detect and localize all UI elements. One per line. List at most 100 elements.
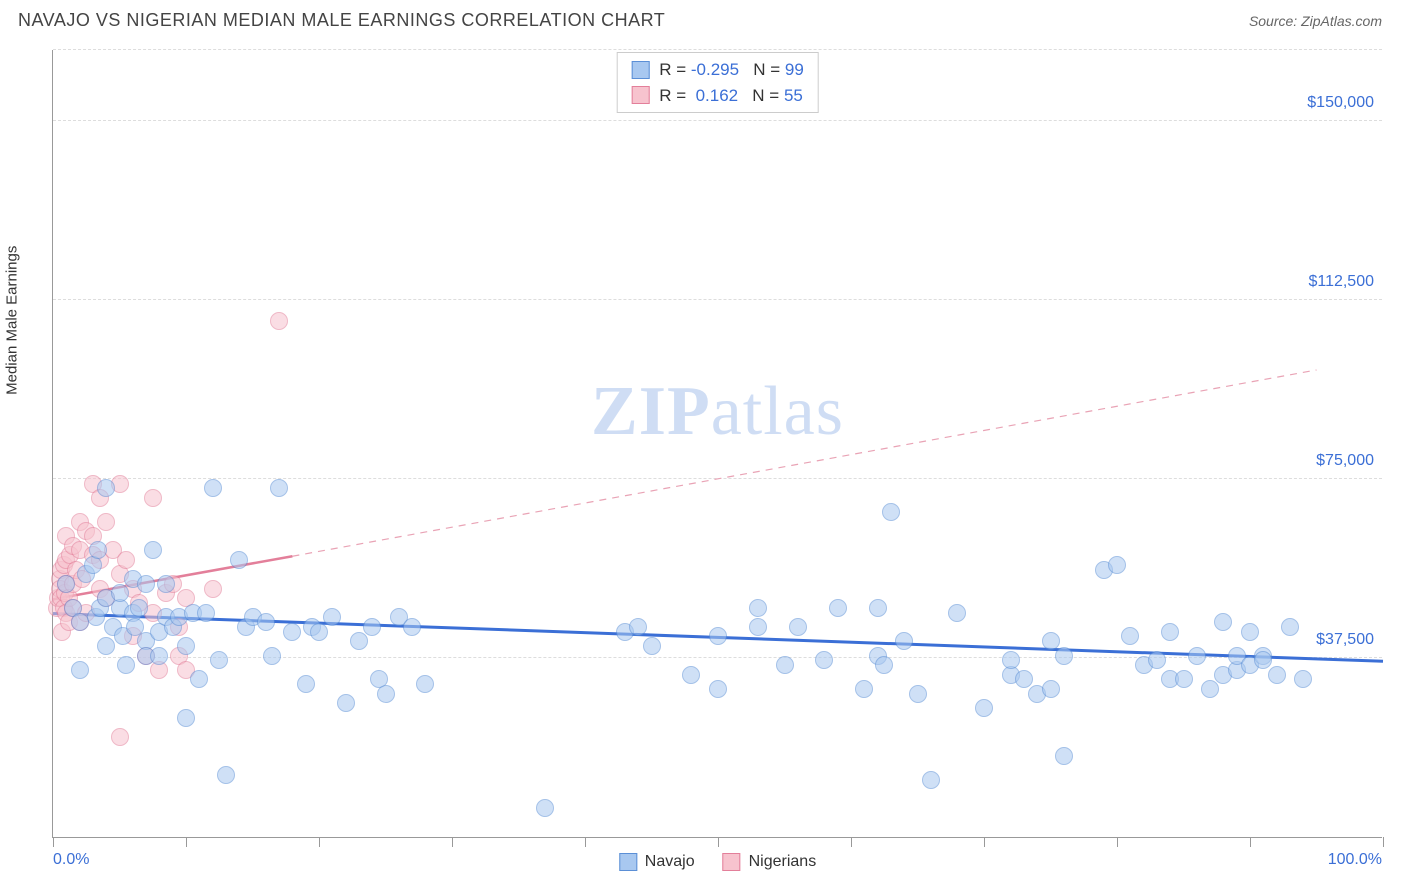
swatch-icon	[631, 86, 649, 104]
x-label-max: 100.0%	[1328, 851, 1382, 869]
data-point	[350, 632, 368, 650]
data-point	[197, 604, 215, 622]
swatch-icon	[619, 853, 637, 871]
data-point	[150, 647, 168, 665]
data-point	[749, 599, 767, 617]
data-point	[230, 551, 248, 569]
legend-item: Navajo	[619, 853, 695, 871]
data-point	[144, 541, 162, 559]
data-point	[57, 575, 75, 593]
data-point	[130, 599, 148, 617]
data-point	[1042, 680, 1060, 698]
data-point	[1268, 666, 1286, 684]
data-point	[1294, 670, 1312, 688]
swatch-icon	[631, 61, 649, 79]
data-point	[895, 632, 913, 650]
chart-title: NAVAJO VS NIGERIAN MEDIAN MALE EARNINGS …	[18, 10, 665, 31]
data-point	[117, 656, 135, 674]
data-point	[111, 728, 129, 746]
data-point	[210, 651, 228, 669]
x-tick	[718, 837, 719, 847]
data-point	[416, 675, 434, 693]
series-legend: Navajo Nigerians	[619, 853, 816, 871]
stats-text: R = 0.162 N = 55	[659, 83, 803, 109]
data-point	[217, 766, 235, 784]
data-point	[776, 656, 794, 674]
data-point	[855, 680, 873, 698]
data-point	[815, 651, 833, 669]
data-point	[1175, 670, 1193, 688]
data-point	[97, 513, 115, 531]
data-point	[263, 647, 281, 665]
x-tick	[1383, 837, 1384, 847]
data-point	[190, 670, 208, 688]
data-point	[882, 503, 900, 521]
x-tick	[452, 837, 453, 847]
chart-container: Median Male Earnings ZIPatlas $37,500$75…	[18, 46, 1388, 876]
data-point	[536, 799, 554, 817]
data-point	[403, 618, 421, 636]
data-point	[270, 312, 288, 330]
data-point	[1281, 618, 1299, 636]
data-point	[1241, 623, 1259, 641]
data-point	[789, 618, 807, 636]
source-label: Source: ZipAtlas.com	[1249, 13, 1382, 29]
data-point	[117, 551, 135, 569]
data-point	[177, 709, 195, 727]
data-point	[975, 699, 993, 717]
x-tick	[53, 837, 54, 847]
x-tick	[851, 837, 852, 847]
data-point	[1015, 670, 1033, 688]
trend-layer	[53, 50, 1383, 838]
data-point	[1161, 623, 1179, 641]
y-axis-label: Median Male Earnings	[4, 246, 21, 395]
data-point	[323, 608, 341, 626]
data-point	[922, 771, 940, 789]
legend-label: Navajo	[645, 853, 695, 871]
stats-row: R = -0.295 N = 99	[631, 57, 804, 83]
data-point	[1148, 651, 1166, 669]
data-point	[1121, 627, 1139, 645]
data-point	[829, 599, 847, 617]
data-point	[257, 613, 275, 631]
stats-legend: R = -0.295 N = 99R = 0.162 N = 55	[616, 52, 819, 113]
legend-item: Nigerians	[723, 853, 817, 871]
data-point	[270, 479, 288, 497]
data-point	[1055, 647, 1073, 665]
data-point	[363, 618, 381, 636]
data-point	[1201, 680, 1219, 698]
data-point	[137, 575, 155, 593]
data-point	[204, 580, 222, 598]
x-tick	[984, 837, 985, 847]
data-point	[111, 584, 129, 602]
x-tick	[319, 837, 320, 847]
data-point	[629, 618, 647, 636]
x-tick	[1250, 837, 1251, 847]
swatch-icon	[723, 853, 741, 871]
data-point	[97, 637, 115, 655]
data-point	[749, 618, 767, 636]
data-point	[1042, 632, 1060, 650]
data-point	[204, 479, 222, 497]
data-point	[948, 604, 966, 622]
data-point	[1254, 651, 1272, 669]
data-point	[283, 623, 301, 641]
data-point	[1002, 651, 1020, 669]
data-point	[682, 666, 700, 684]
data-point	[177, 637, 195, 655]
data-point	[337, 694, 355, 712]
data-point	[1055, 747, 1073, 765]
data-point	[97, 479, 115, 497]
data-point	[89, 541, 107, 559]
data-point	[157, 575, 175, 593]
x-tick	[186, 837, 187, 847]
data-point	[144, 489, 162, 507]
data-point	[875, 656, 893, 674]
x-label-min: 0.0%	[53, 851, 89, 869]
x-tick	[585, 837, 586, 847]
data-point	[1214, 613, 1232, 631]
data-point	[869, 599, 887, 617]
data-point	[297, 675, 315, 693]
plot-area: ZIPatlas $37,500$75,000$112,500$150,0000…	[52, 50, 1382, 838]
data-point	[1188, 647, 1206, 665]
